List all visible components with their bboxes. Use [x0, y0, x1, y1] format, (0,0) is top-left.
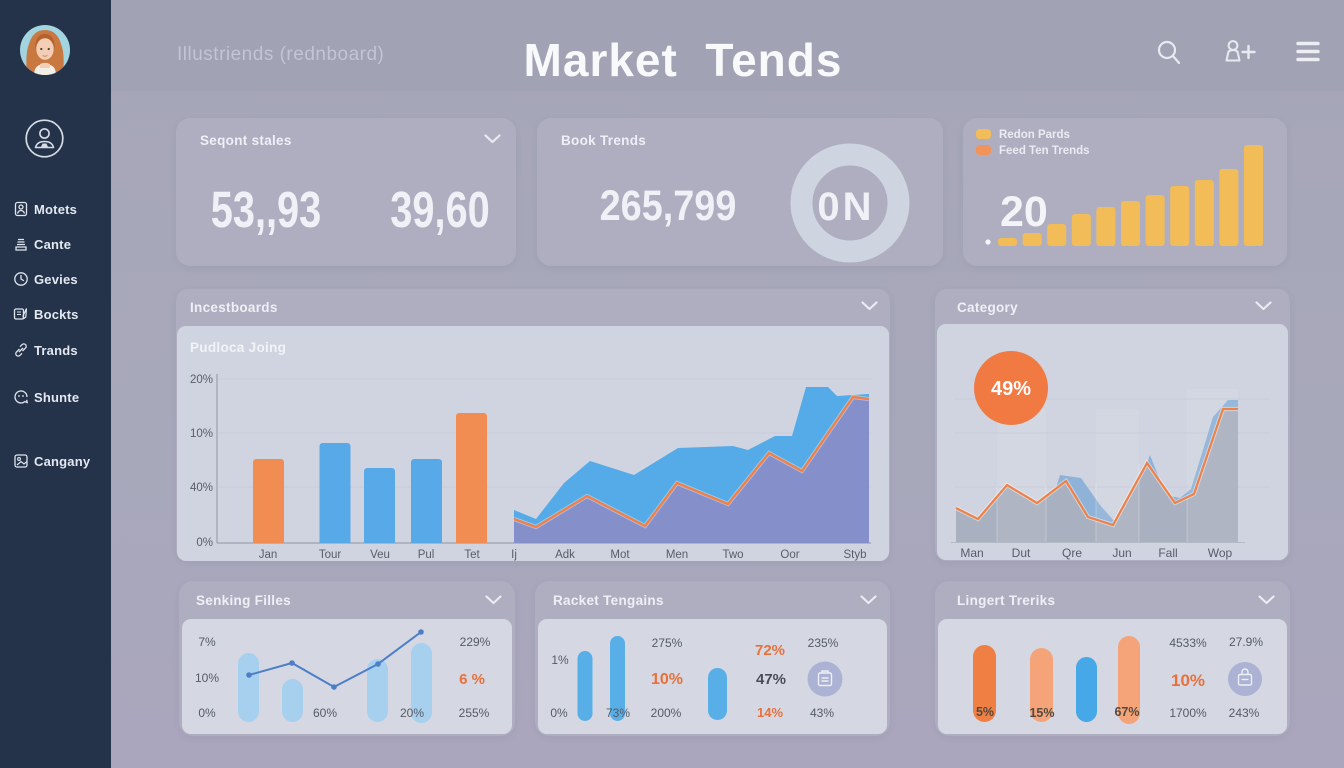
svg-text:72%: 72%	[755, 642, 785, 659]
svg-text:5%: 5%	[976, 705, 994, 719]
svg-text:73%: 73%	[606, 706, 630, 720]
svg-text:15%: 15%	[1029, 706, 1054, 720]
svg-text:10%: 10%	[651, 671, 683, 688]
svg-text:6 %: 6 %	[459, 671, 485, 688]
svg-text:1%: 1%	[551, 653, 569, 667]
svg-text:7%: 7%	[198, 635, 216, 649]
svg-text:275%: 275%	[652, 636, 683, 650]
svg-text:Fall: Fall	[1158, 546, 1177, 560]
svg-text:14%: 14%	[757, 705, 783, 720]
svg-text:4533%: 4533%	[1169, 636, 1207, 650]
svg-text:10%: 10%	[195, 671, 219, 685]
svg-text:20%: 20%	[190, 374, 213, 386]
svg-text:10%: 10%	[190, 428, 213, 440]
svg-text:Ij: Ij	[511, 549, 517, 561]
svg-text:Redon Pards: Redon Pards	[999, 129, 1070, 141]
svg-text:Two: Two	[722, 549, 743, 561]
svg-text:27.9%: 27.9%	[1229, 635, 1263, 649]
svg-text:Wop: Wop	[1208, 546, 1233, 560]
svg-text:Jan: Jan	[259, 549, 278, 561]
svg-text:20: 20	[1000, 188, 1048, 236]
svg-text:0%: 0%	[196, 537, 213, 549]
svg-text:200%: 200%	[651, 706, 682, 720]
svg-text:Adk: Adk	[555, 549, 575, 561]
svg-text:Veu: Veu	[370, 549, 390, 561]
svg-text:Styb: Styb	[843, 549, 866, 561]
svg-text:43%: 43%	[810, 706, 834, 720]
svg-text:Qre: Qre	[1062, 546, 1082, 560]
svg-text:67%: 67%	[1114, 705, 1139, 719]
svg-text:Feed Ten Trends: Feed Ten Trends	[999, 145, 1090, 157]
svg-text:10%: 10%	[1171, 671, 1205, 690]
svg-text:Tour: Tour	[319, 549, 342, 561]
svg-text:Pul: Pul	[418, 549, 435, 561]
svg-text:20%: 20%	[400, 706, 424, 720]
svg-text:Dut: Dut	[1012, 546, 1031, 560]
svg-text:Tet: Tet	[464, 549, 480, 561]
svg-text:Mot: Mot	[610, 549, 630, 561]
svg-text:229%: 229%	[460, 635, 491, 649]
svg-text:Oor: Oor	[780, 549, 799, 561]
svg-text:60%: 60%	[313, 706, 337, 720]
svg-text:47%: 47%	[756, 671, 786, 688]
svg-text:49%: 49%	[991, 378, 1031, 400]
svg-text:Jun: Jun	[1112, 546, 1131, 560]
svg-text:255%: 255%	[459, 706, 490, 720]
svg-text:Men: Men	[666, 549, 688, 561]
svg-text:Man: Man	[960, 546, 983, 560]
svg-text:1700%: 1700%	[1169, 706, 1207, 720]
svg-text:0%: 0%	[198, 706, 216, 720]
svg-text:0%: 0%	[550, 706, 568, 720]
svg-text:40%: 40%	[190, 482, 213, 494]
svg-text:243%: 243%	[1229, 706, 1260, 720]
svg-text:235%: 235%	[808, 636, 839, 650]
